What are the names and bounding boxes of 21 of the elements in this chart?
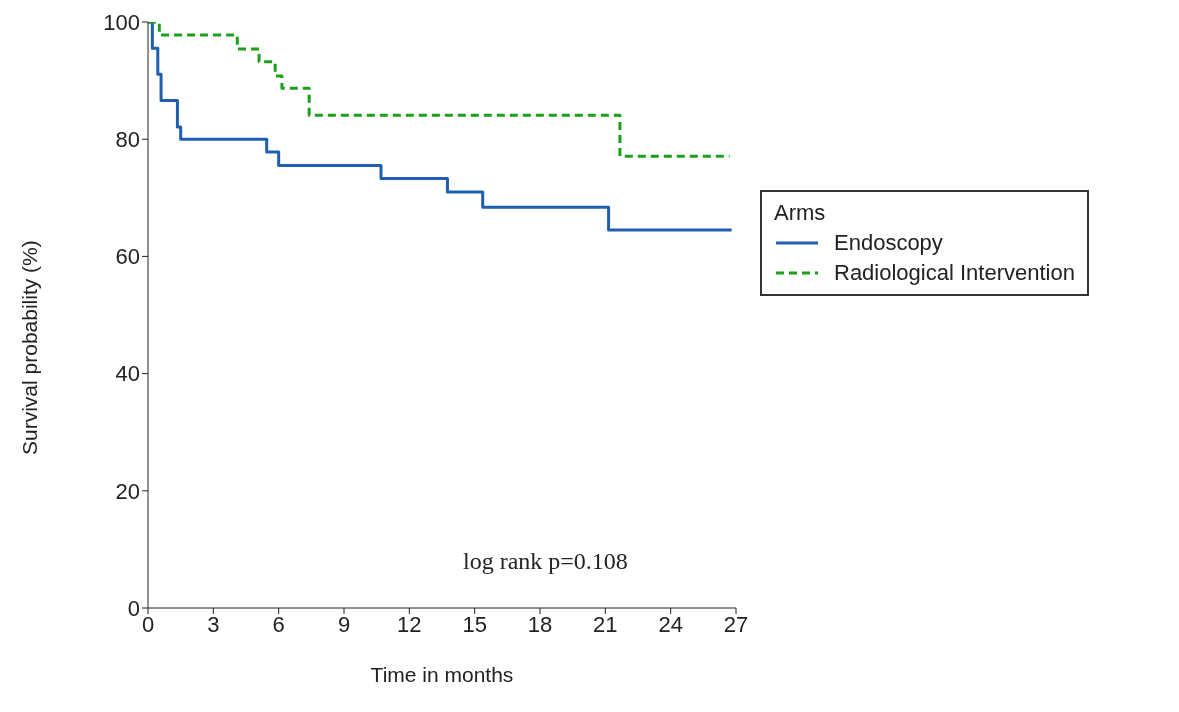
legend-title: Arms	[774, 200, 827, 226]
legend-label: Endoscopy	[834, 230, 943, 256]
y-tick-label: 0	[127, 595, 140, 621]
x-tick-label: 6	[272, 611, 285, 637]
legend-label: Radiological Intervention	[834, 260, 1075, 286]
x-tick-label: 21	[593, 611, 618, 637]
x-tick-label: 18	[527, 611, 553, 637]
x-tick-label: 24	[658, 611, 683, 637]
x-tick-label: 15	[462, 611, 487, 637]
y-tick-label: 80	[115, 127, 140, 153]
x-tick-label: 12	[397, 611, 422, 637]
x-axis-title: Time in months	[370, 663, 514, 686]
y-tick-label: 20	[115, 478, 140, 504]
y-axis-title: Survival probability (%)	[18, 240, 42, 455]
x-tick-label: 9	[337, 611, 351, 637]
y-tick-label: 60	[115, 244, 140, 270]
y-tick-label: 100	[103, 9, 140, 35]
annotation: log rank p=0.108	[463, 548, 628, 575]
y-tick-label: 40	[115, 361, 140, 387]
x-tick-label: 27	[723, 611, 749, 637]
x-tick-label: 3	[207, 611, 220, 637]
